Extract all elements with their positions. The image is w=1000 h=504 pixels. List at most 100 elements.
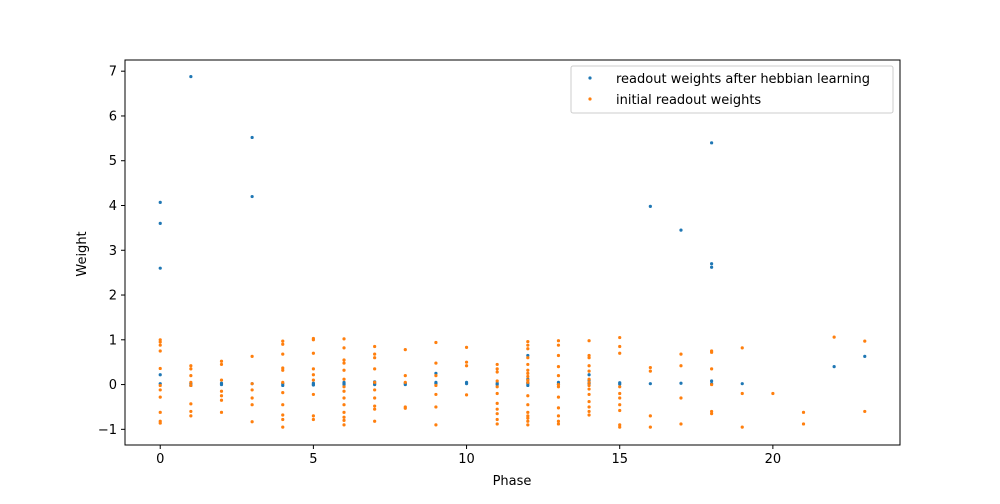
point-initial [434,423,438,427]
point-hebbian [342,382,346,387]
point-initial [526,362,530,367]
point-hebbian [832,365,836,369]
point-initial [158,349,162,353]
point-initial [495,407,499,411]
point-initial [587,405,591,409]
point-initial [311,378,315,382]
point-initial [526,378,530,382]
point-hebbian [679,381,683,385]
point-initial [526,374,530,379]
point-initial [281,417,285,422]
y-tick-label: −1 [98,423,117,438]
point-initial [556,374,561,378]
legend-box [570,65,894,114]
point-initial [373,388,377,392]
point-initial [587,383,591,388]
point-initial [679,364,683,368]
point-initial [618,335,622,340]
point-initial [495,370,499,374]
point-initial [495,367,499,371]
point-initial [526,416,530,420]
point-initial [618,408,622,413]
y-tick-label: 2 [109,289,117,304]
point-initial [250,420,254,424]
point-initial [710,409,714,414]
point-initial [526,343,530,347]
point-initial [526,410,530,414]
point-initial [342,389,346,393]
point-initial [434,405,438,409]
y-tick-label: 7 [109,65,117,80]
point-initial [495,417,499,422]
point-initial [526,380,530,384]
point-initial [679,396,683,400]
point-hebbian [464,382,469,386]
point-initial [281,413,285,417]
point-initial [863,339,867,343]
point-initial [342,423,346,427]
point-hebbian [250,194,254,199]
point-hebbian [710,262,714,266]
point-initial [219,359,224,363]
point-initial [281,403,285,407]
point-hebbian [311,383,315,387]
point-initial [434,392,438,397]
point-initial [281,425,285,429]
point-initial [434,361,438,365]
point-initial [526,419,530,423]
point-initial [219,362,224,367]
point-hebbian [281,383,285,388]
legend-label-initial: initial readout weights [616,93,761,108]
point-initial [189,383,193,388]
point-initial [250,388,254,392]
point-hebbian [403,382,407,387]
point-initial [679,352,683,356]
x-tick-label: 20 [765,452,782,467]
point-initial [189,380,193,384]
point-initial [342,418,346,422]
point-initial [373,367,377,371]
point-initial [618,423,622,427]
point-initial [801,422,806,426]
y-tick-label: 6 [109,109,117,124]
y-tick-label: 4 [109,199,117,214]
y-tick-label: 0 [109,378,117,393]
point-initial [342,385,346,389]
point-initial [158,421,162,425]
point-initial [373,404,377,408]
point-initial [464,345,469,350]
point-initial [556,385,561,389]
point-initial [526,414,530,418]
point-initial [526,347,530,351]
point-initial [648,425,652,429]
point-initial [832,335,836,339]
point-hebbian [158,373,162,377]
point-initial [464,360,469,364]
point-initial [373,352,377,356]
point-initial [648,365,652,370]
point-initial [311,392,315,397]
point-initial [556,395,561,399]
point-hebbian [526,383,530,388]
legend: readout weights after hebbian learning i… [570,65,894,114]
point-initial [526,403,530,407]
point-initial [311,367,315,371]
point-initial [556,406,561,410]
point-initial [587,380,591,384]
point-initial [281,368,285,372]
point-initial [587,364,591,368]
point-initial [189,367,193,371]
point-initial [158,366,162,371]
point-initial [158,410,162,414]
point-hebbian [710,379,714,383]
point-initial [495,362,499,367]
point-initial [710,367,714,371]
point-initial [587,413,591,417]
point-initial [679,422,683,426]
point-initial [342,337,346,341]
point-initial [342,396,346,400]
point-initial [281,380,285,384]
point-initial [219,378,224,382]
point-initial [373,407,377,411]
